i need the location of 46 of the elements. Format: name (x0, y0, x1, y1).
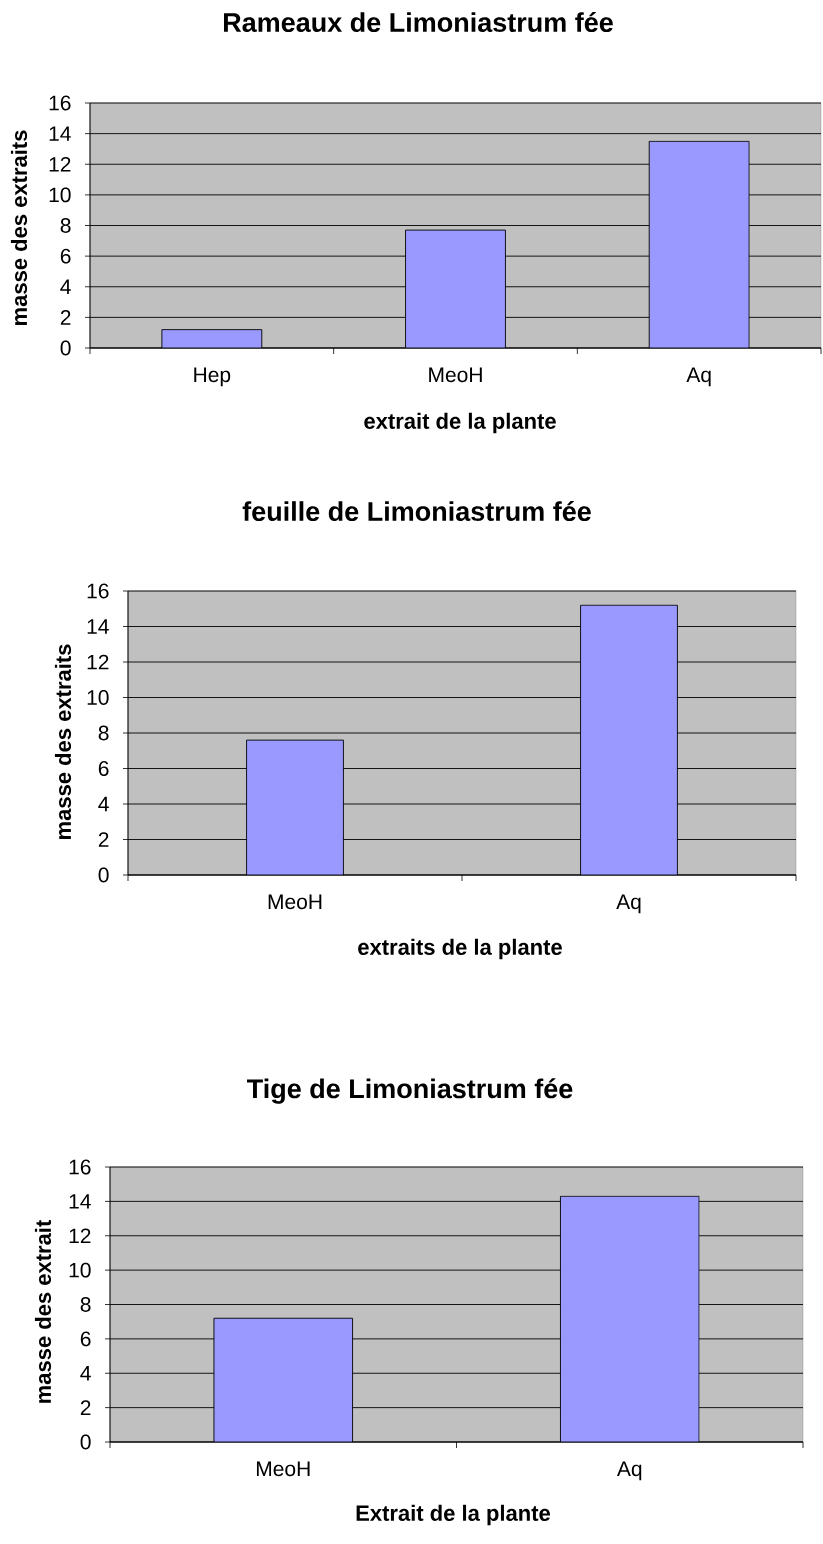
y-tick-label: 0 (80, 1434, 91, 1450)
x-axis-title: extrait de la plante (364, 412, 556, 434)
y-tick-label: 0 (60, 340, 71, 356)
x-axis-title: extraits de la plante (358, 938, 562, 960)
y-tick-label: 14 (49, 126, 71, 141)
y-tick-label: 4 (80, 1366, 91, 1381)
y-tick-label: 16 (87, 583, 109, 599)
x-tick-label: MeoH (268, 894, 322, 910)
y-tick-label: 14 (69, 1194, 91, 1209)
bar (648, 140, 750, 349)
y-tick-label: 10 (69, 1262, 91, 1278)
y-axis-title: masse des extraits (54, 644, 72, 840)
x-tick-label: MeoH (256, 1461, 310, 1477)
x-tick-label: MeoH (429, 367, 482, 383)
y-tick-label: 4 (60, 279, 71, 294)
x-tick-label: Aq (616, 894, 641, 914)
y-axis-title: masse des extraits (10, 130, 28, 326)
y-tick-label: 16 (49, 95, 71, 111)
bar (161, 329, 263, 349)
y-tick-label: 8 (98, 725, 109, 741)
y-tick-label: 12 (49, 156, 71, 172)
y-tick-label: 2 (60, 310, 71, 325)
y-tick-label: 2 (80, 1400, 91, 1415)
y-tick-label: 10 (49, 187, 71, 203)
x-axis-title: Extrait de la plante (356, 1504, 551, 1526)
x-tick-label: Hep (194, 367, 231, 387)
chart-title: Rameaux de Limoniastrum fée (223, 11, 613, 33)
y-tick-label: 12 (69, 1228, 91, 1244)
y-tick-label: 6 (80, 1331, 91, 1347)
y-tick-label: 6 (98, 761, 109, 776)
y-axis-title: masse des extrait (34, 1220, 52, 1403)
y-tick-label: 4 (98, 796, 109, 812)
x-tick-label: Aq (686, 367, 711, 387)
y-tick-label: 16 (69, 1159, 91, 1175)
chart-title: Tige de Limoniastrum fée (247, 1078, 573, 1104)
y-tick-label: 2 (98, 832, 109, 847)
y-tick-label: 10 (87, 690, 109, 705)
y-tick-label: 14 (87, 619, 109, 634)
y-tick-label: 6 (60, 248, 71, 264)
y-tick-label: 12 (87, 654, 109, 670)
y-tick-label: 0 (98, 867, 109, 883)
bar (405, 229, 506, 349)
chart-title: feuille de Limoniastrum fée (242, 500, 591, 522)
y-tick-label: 8 (60, 218, 71, 233)
y-tick-label: 8 (80, 1297, 91, 1312)
x-tick-label: Aq (616, 1461, 642, 1481)
